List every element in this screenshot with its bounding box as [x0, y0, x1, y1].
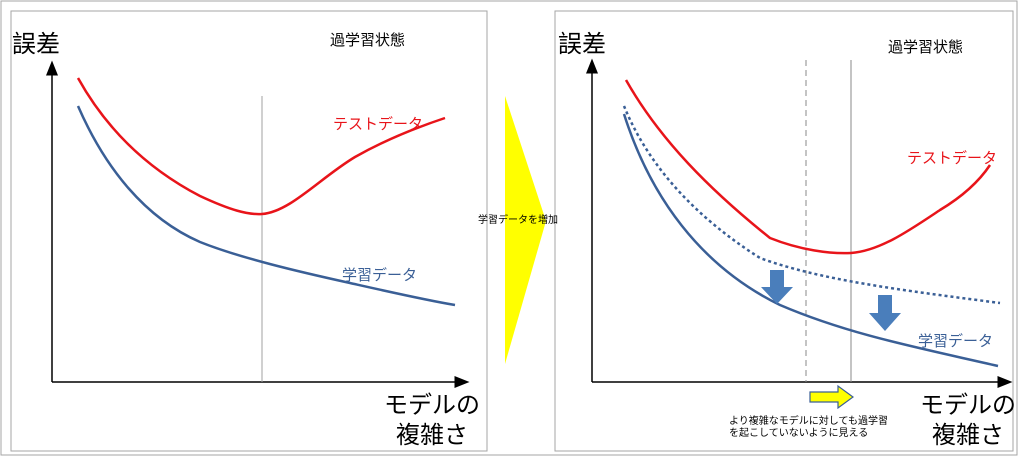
right-test-curve	[624, 79, 992, 255]
right-x-axis-label-line2: 複雑さ	[932, 421, 1004, 449]
left-y-axis-label: 誤差	[12, 30, 60, 58]
right-x-axis-label: モデルの 複雑さ	[920, 390, 1016, 450]
left-train-curve	[76, 105, 456, 307]
left-state-label: 過学習状態	[330, 31, 406, 49]
left-x-axis-label: モデルの 複雑さ	[384, 390, 480, 450]
right-test-curve-label: テストデータ	[907, 149, 998, 167]
right-arrow-icon	[809, 384, 855, 410]
right-note-line2: を起こしていないように見える	[729, 428, 869, 439]
left-test-curve-label: テストデータ	[333, 115, 424, 133]
left-train-curve-label: 学習データ	[342, 266, 418, 284]
left-test-curve	[76, 77, 446, 216]
left-x-axis-label-line1: モデルの	[384, 391, 480, 419]
left-panel	[10, 10, 488, 452]
right-x-axis-label-line1: モデルの	[920, 391, 1016, 419]
right-note-line1: より複雑なモデルに対しても過学習	[729, 416, 888, 427]
left-panel-box	[10, 10, 488, 452]
down-arrow-icon	[869, 295, 901, 331]
down-arrow-icon	[761, 270, 793, 304]
right-panel-box	[554, 10, 1014, 452]
right-train-curve	[622, 113, 999, 368]
right-note: より複雑なモデルに対しても過学習 を起こしていないように見える	[729, 416, 888, 440]
right-panel	[554, 10, 1014, 452]
right-previous-train-curve	[622, 105, 1001, 305]
transition-arrow-label: 学習データを増加	[478, 215, 558, 226]
right-y-axis-label: 誤差	[558, 30, 606, 58]
right-train-curve-label: 学習データ	[918, 332, 994, 350]
right-state-label: 過学習状態	[888, 38, 964, 56]
left-x-axis-label-line2: 複雑さ	[396, 421, 468, 449]
transition-arrow	[505, 96, 546, 364]
